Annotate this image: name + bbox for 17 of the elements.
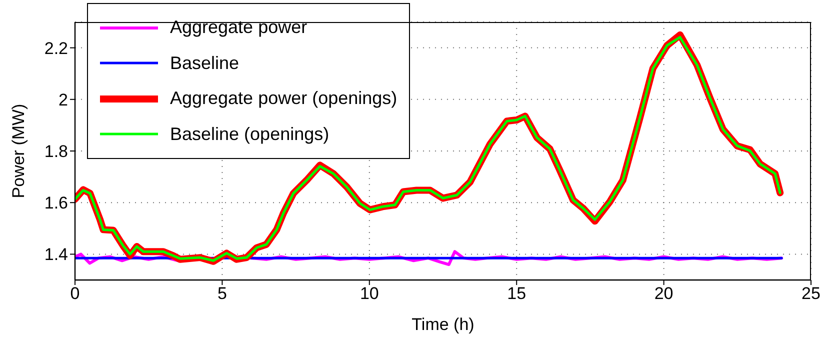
- legend-label: Baseline: [170, 52, 240, 74]
- y-tick-label: 2: [58, 90, 68, 110]
- y-tick-label: 2.2: [44, 38, 68, 58]
- x-tick-label: 10: [360, 284, 379, 304]
- x-tick-label: 20: [654, 284, 674, 304]
- x-tick-label: 25: [802, 284, 820, 304]
- x-tick-label: 0: [70, 284, 80, 304]
- x-axis-title: Time (h): [412, 315, 474, 334]
- legend-label: Aggregate power (openings): [170, 88, 398, 110]
- y-tick-label: 1.6: [44, 194, 68, 213]
- x-tick-label: 15: [507, 284, 526, 304]
- y-tick-label: 1.8: [44, 142, 68, 162]
- y-axis-title: Power (MW): [9, 104, 28, 198]
- legend-label: Aggregate power: [170, 17, 308, 38]
- y-tick-label: 1.4: [44, 245, 68, 264]
- legend-label: Baseline (openings): [170, 124, 330, 145]
- x-tick-label: 5: [217, 284, 227, 304]
